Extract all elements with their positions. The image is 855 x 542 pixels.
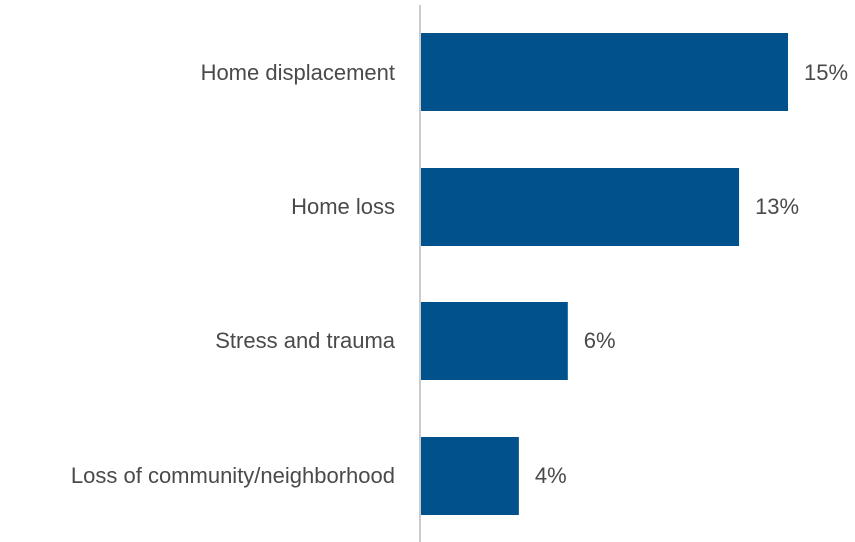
category-row: Stress and trauma 6%: [215, 302, 616, 380]
value-label: 15%: [804, 60, 848, 85]
category-label: Stress and trauma: [215, 328, 396, 353]
value-label: 4%: [535, 463, 567, 488]
category-row: Home loss 13%: [291, 168, 799, 246]
category-row: Loss of community/neighborhood 4%: [71, 437, 567, 515]
category-label: Loss of community/neighborhood: [71, 463, 395, 488]
bar: [421, 302, 568, 380]
bar: [421, 33, 788, 111]
bar: [421, 168, 740, 246]
category-row: Home displacement 15%: [201, 33, 848, 111]
value-label: 13%: [755, 194, 799, 219]
value-label: 6%: [584, 328, 616, 353]
bar: [421, 437, 519, 515]
category-label: Home displacement: [201, 60, 395, 85]
category-label: Home loss: [291, 194, 395, 219]
